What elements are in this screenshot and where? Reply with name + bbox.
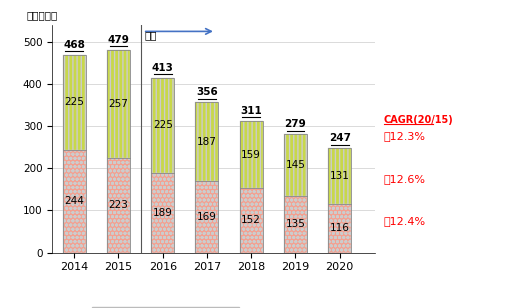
Text: 356: 356 (196, 87, 218, 97)
Text: CAGR(20/15): CAGR(20/15) (384, 115, 454, 125)
Bar (107, 50, 130, 158)
Bar (328, 148, 351, 253)
Text: 152: 152 (241, 216, 261, 225)
Bar (63, 150, 86, 253)
Text: －12.3%: －12.3% (384, 132, 426, 141)
Text: 131: 131 (330, 171, 350, 181)
Bar (195, 181, 218, 253)
Text: 189: 189 (153, 208, 172, 218)
Text: 479: 479 (107, 35, 129, 45)
Text: 145: 145 (286, 160, 305, 170)
Bar (284, 134, 307, 196)
Text: 223: 223 (108, 201, 128, 210)
Bar (151, 173, 174, 253)
Bar (284, 134, 307, 253)
Text: 279: 279 (284, 119, 306, 129)
Text: 311: 311 (240, 106, 262, 116)
Bar (63, 55, 86, 150)
Bar (240, 188, 263, 253)
Text: 468: 468 (63, 39, 85, 50)
Bar (195, 102, 218, 253)
Text: 予測: 予測 (144, 30, 157, 40)
Text: 244: 244 (64, 196, 84, 206)
Text: 135: 135 (286, 219, 305, 229)
Text: 257: 257 (108, 99, 128, 109)
Text: 225: 225 (153, 120, 172, 130)
Bar (63, 55, 86, 253)
Bar (328, 204, 351, 253)
Text: －12.6%: －12.6% (384, 174, 426, 184)
Bar (240, 121, 263, 188)
Bar (107, 158, 130, 253)
Bar (151, 78, 174, 173)
Legend: 2G/3G, LTE: 2G/3G, LTE (92, 307, 239, 308)
Text: 225: 225 (64, 97, 84, 107)
Text: 413: 413 (152, 63, 173, 73)
Text: 247: 247 (329, 133, 351, 143)
Bar (195, 102, 218, 181)
Text: －12.4%: －12.4% (384, 216, 426, 226)
Bar (284, 196, 307, 253)
Bar (151, 78, 174, 253)
Bar (240, 121, 263, 253)
Bar (328, 148, 351, 204)
Text: 159: 159 (241, 150, 261, 160)
Text: 116: 116 (330, 223, 350, 233)
Text: 187: 187 (197, 137, 217, 147)
Y-axis label: （億ドル）: （億ドル） (26, 10, 57, 20)
Text: 169: 169 (197, 212, 217, 222)
Bar (107, 50, 130, 253)
